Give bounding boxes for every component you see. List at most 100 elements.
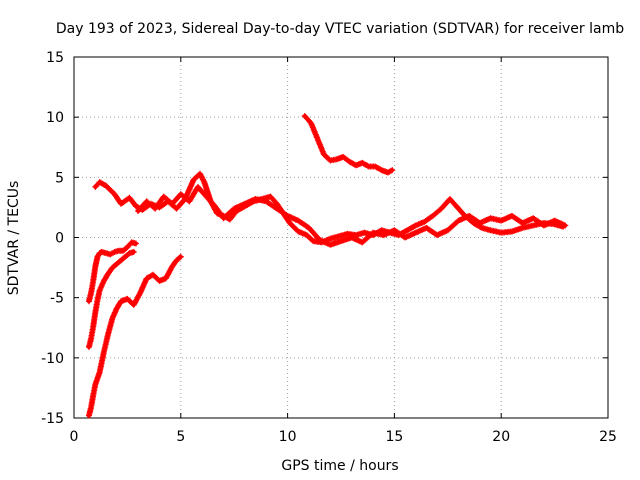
data-point (521, 221, 524, 225)
y-tick-label: -5 (50, 291, 64, 307)
data-point (318, 238, 321, 242)
data-point (179, 192, 182, 196)
data-point (153, 207, 157, 210)
data-point (373, 165, 377, 168)
data-point (446, 229, 449, 232)
data-point (100, 250, 103, 254)
data-point (305, 233, 309, 237)
data-point (361, 161, 364, 165)
data-point (196, 185, 200, 189)
x-tick-label: 15 (385, 429, 403, 445)
data-point (102, 279, 106, 283)
x-tick-label: 0 (70, 429, 79, 445)
y-tick-label: 5 (55, 170, 64, 186)
data-point (553, 219, 556, 222)
data-point (222, 217, 225, 220)
data-point (448, 197, 452, 201)
x-axis-label: GPS time / hours (281, 458, 398, 474)
data-point (162, 195, 165, 198)
data-point (126, 245, 129, 249)
data-point (130, 241, 133, 244)
data-point (542, 224, 546, 227)
data-point (500, 219, 503, 222)
data-point (312, 239, 315, 243)
data-point (489, 217, 492, 220)
chart-title: Day 193 of 2023, Sidereal Day-to-day VTE… (56, 21, 624, 37)
data-point (510, 230, 514, 233)
data-point (96, 298, 99, 302)
data-point (393, 229, 396, 232)
data-point (119, 202, 123, 206)
data-point (192, 178, 195, 181)
data-point (406, 229, 409, 232)
data-point (111, 266, 114, 269)
data-point (380, 229, 383, 232)
data-point (213, 205, 217, 208)
x-tick-label: 25 (599, 429, 617, 445)
data-point (341, 155, 345, 159)
data-point (158, 279, 161, 283)
data-point (423, 220, 426, 224)
y-tick-label: 15 (46, 50, 64, 66)
data-point (94, 265, 97, 268)
data-point (472, 221, 475, 225)
data-point (564, 224, 567, 227)
data-point (297, 219, 300, 222)
data-point (329, 237, 332, 240)
series-markers (85, 253, 184, 419)
data-point (179, 255, 182, 258)
data-point (228, 218, 232, 221)
y-axis-label: SDTVAR / TECUs (6, 181, 22, 296)
data-point (92, 279, 95, 283)
data-point (198, 172, 202, 175)
data-point (106, 332, 110, 335)
data-point (337, 235, 341, 238)
series-arc-high (301, 112, 396, 176)
data-point (440, 207, 443, 210)
data-point (119, 259, 123, 262)
data-point (346, 232, 349, 236)
data-point (171, 202, 174, 206)
series-arc-low-3 (85, 253, 184, 419)
data-point (171, 265, 174, 268)
data-point (532, 224, 535, 227)
data-point (233, 207, 236, 210)
series-markers (301, 112, 396, 176)
data-point (335, 158, 338, 161)
data-point (361, 241, 364, 244)
data-point (115, 307, 118, 310)
data-point (126, 297, 129, 301)
series-markers (85, 239, 139, 305)
data-point (136, 209, 140, 213)
data-point (98, 371, 101, 374)
data-point (265, 200, 268, 203)
data-point (134, 205, 138, 208)
data-point (348, 160, 351, 163)
data-point (307, 226, 311, 230)
data-point (132, 303, 136, 307)
data-point (188, 200, 191, 203)
data-point (128, 196, 131, 199)
data-point (435, 233, 439, 237)
data-point (455, 205, 458, 208)
data-point (89, 337, 93, 340)
grid (74, 57, 608, 418)
data-point (403, 236, 407, 239)
data-point (275, 202, 279, 206)
data-point (322, 153, 326, 156)
data-point (94, 310, 97, 314)
data-point (457, 219, 460, 222)
data-point (431, 214, 435, 218)
data-point (316, 137, 319, 141)
data-point (386, 171, 390, 174)
data-point (96, 255, 99, 258)
data-point (354, 164, 358, 167)
x-tick-label: 5 (176, 429, 185, 445)
data-point (297, 230, 300, 233)
data-point (145, 200, 148, 203)
data-point (480, 226, 484, 230)
data-point (425, 226, 428, 230)
data-point (203, 180, 206, 184)
data-point (113, 250, 116, 254)
